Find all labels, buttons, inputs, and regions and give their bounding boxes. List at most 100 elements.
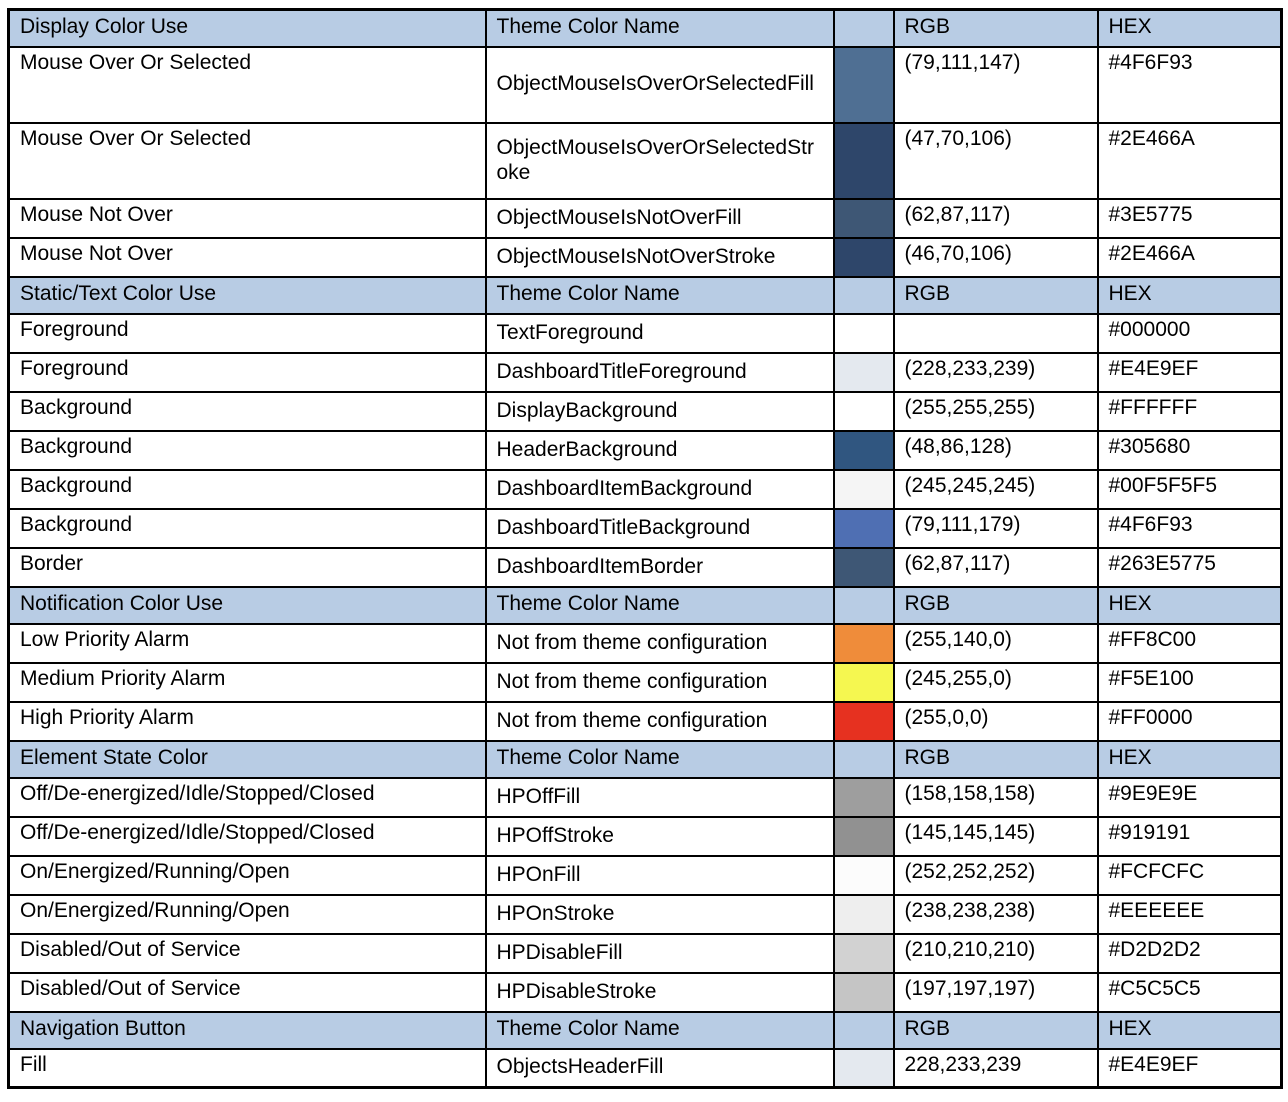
color-swatch: [832, 661, 895, 703]
color-use-cell: Mouse Not Over: [7, 236, 487, 278]
hex-value-cell: #D2D2D2: [1096, 932, 1283, 974]
color-swatch: [832, 121, 895, 200]
rgb-value-cell: (245,245,245): [892, 468, 1099, 510]
hex-value-cell: #F5E100: [1096, 661, 1283, 703]
hex-value-cell: #FFFFFF: [1096, 390, 1283, 432]
table-body: Display Color Use Theme Color Name RGB HEX M…: [7, 8, 1283, 1089]
color-use-cell: Low Priority Alarm: [7, 622, 487, 664]
theme-color-name-cell: HPDisableFill: [484, 932, 835, 974]
theme-color-name-header: Theme Color Name: [484, 1010, 835, 1050]
theme-color-name-cell: DashboardItemBorder: [484, 546, 835, 588]
hex-value-cell: #4F6F93: [1096, 507, 1283, 549]
theme-color-name-cell: ObjectsHeaderFill: [484, 1047, 835, 1089]
hex-value-cell: #2E466A: [1096, 236, 1283, 278]
rgb-value-cell: (62,87,117): [892, 197, 1099, 239]
hex-value-cell: #FF8C00: [1096, 622, 1283, 664]
section-title-cell: Display Color Use: [7, 8, 487, 48]
section-header-row: Notification Color Use Theme Color Name RG…: [7, 585, 1283, 625]
theme-color-name-cell: HeaderBackground: [484, 429, 835, 471]
hex-value-cell: #FF0000: [1096, 700, 1283, 742]
table-row: Background DashboardItemBackground (245,24…: [7, 468, 1283, 510]
table-row: Medium Priority Alarm Not from theme conf…: [7, 661, 1283, 703]
color-swatch: [832, 351, 895, 393]
hex-header: HEX: [1096, 1010, 1283, 1050]
theme-color-name-cell: TextForeground: [484, 312, 835, 354]
rgb-value-cell: (255,0,0): [892, 700, 1099, 742]
rgb-value-cell: (252,252,252): [892, 854, 1099, 896]
color-use-cell: Disabled/Out of Service: [7, 971, 487, 1013]
theme-color-name-cell: DisplayBackground: [484, 390, 835, 432]
hex-value-cell: #E4E9EF: [1096, 351, 1283, 393]
hex-header: HEX: [1096, 8, 1283, 48]
section-header-row: Static/Text Color Use Theme Color Name RGB…: [7, 275, 1283, 315]
rgb-value-cell: (47,70,106): [892, 121, 1099, 200]
color-swatch: [832, 468, 895, 510]
color-use-cell: Disabled/Out of Service: [7, 932, 487, 974]
rgb-header: RGB: [892, 585, 1099, 625]
table-row: Mouse Over Or Selected ObjectMouseIsOverO…: [7, 121, 1283, 200]
rgb-value-cell: (228,233,239): [892, 351, 1099, 393]
rgb-value-cell: (145,145,145): [892, 815, 1099, 857]
color-use-cell: Border: [7, 546, 487, 588]
table-row: Low Priority Alarm Not from theme configu…: [7, 622, 1283, 664]
color-use-cell: Foreground: [7, 351, 487, 393]
color-swatch: [832, 197, 895, 239]
rgb-value-cell: (79,111,179): [892, 507, 1099, 549]
theme-color-name-cell: DashboardItemBackground: [484, 468, 835, 510]
table-row: Disabled/Out of Service HPDisableFill (210…: [7, 932, 1283, 974]
swatch-header-cell: [832, 1010, 895, 1050]
hex-value-cell: #E4E9EF: [1096, 1047, 1283, 1089]
color-use-cell: Background: [7, 507, 487, 549]
table-row: Background HeaderBackground (48,86,128) #30…: [7, 429, 1283, 471]
hex-value-cell: #4F6F93: [1096, 45, 1283, 124]
rgb-value-cell: (255,140,0): [892, 622, 1099, 664]
table-row: Background DisplayBackground (255,255,255)…: [7, 390, 1283, 432]
color-use-cell: Off/De-energized/Idle/Stopped/Closed: [7, 776, 487, 818]
color-swatch: [832, 390, 895, 432]
table-row: Border DashboardItemBorder (62,87,117) #263…: [7, 546, 1283, 588]
color-use-cell: On/Energized/Running/Open: [7, 854, 487, 896]
rgb-value-cell: [892, 312, 1099, 354]
table-row: Mouse Not Over ObjectMouseIsNotOverFill (6…: [7, 197, 1283, 239]
color-swatch: [832, 429, 895, 471]
hex-value-cell: #305680: [1096, 429, 1283, 471]
hex-value-cell: #3E5775: [1096, 197, 1283, 239]
hex-value-cell: #2E466A: [1096, 121, 1283, 200]
hex-value-cell: #919191: [1096, 815, 1283, 857]
theme-color-name-cell: HPDisableStroke: [484, 971, 835, 1013]
table-row: Off/De-energized/Idle/Stopped/Closed HPOf…: [7, 815, 1283, 857]
rgb-value-cell: (197,197,197): [892, 971, 1099, 1013]
rgb-header: RGB: [892, 1010, 1099, 1050]
color-swatch: [832, 622, 895, 664]
color-swatch: [832, 776, 895, 818]
theme-color-name-cell: DashboardTitleForeground: [484, 351, 835, 393]
table-row: Background DashboardTitleBackground (79,11…: [7, 507, 1283, 549]
hex-value-cell: #C5C5C5: [1096, 971, 1283, 1013]
rgb-value-cell: (79,111,147): [892, 45, 1099, 124]
theme-color-name-cell: Not from theme configuration: [484, 700, 835, 742]
swatch-header-cell: [832, 275, 895, 315]
rgb-value-cell: (210,210,210): [892, 932, 1099, 974]
table-row: Foreground TextForeground #000000: [7, 312, 1283, 354]
theme-color-name-cell: ObjectMouseIsOverOrSelectedFill: [484, 45, 835, 124]
table-row: Mouse Over Or Selected ObjectMouseIsOverO…: [7, 45, 1283, 124]
section-header-row: Navigation Button Theme Color Name RGB HEX: [7, 1010, 1283, 1050]
table-row: Off/De-energized/Idle/Stopped/Closed HPOf…: [7, 776, 1283, 818]
color-swatch: [832, 45, 895, 124]
color-use-cell: On/Energized/Running/Open: [7, 893, 487, 935]
color-swatch: [832, 700, 895, 742]
color-swatch: [832, 236, 895, 278]
rgb-value-cell: (46,70,106): [892, 236, 1099, 278]
theme-color-name-header: Theme Color Name: [484, 739, 835, 779]
hex-value-cell: #9E9E9E: [1096, 776, 1283, 818]
theme-color-name-cell: HPOffFill: [484, 776, 835, 818]
color-use-cell: Foreground: [7, 312, 487, 354]
theme-color-name-cell: Not from theme configuration: [484, 661, 835, 703]
color-swatch: [832, 893, 895, 935]
theme-color-name-cell: ObjectMouseIsNotOverStroke: [484, 236, 835, 278]
rgb-value-cell: (48,86,128): [892, 429, 1099, 471]
color-use-cell: Background: [7, 468, 487, 510]
theme-color-name-cell: HPOnStroke: [484, 893, 835, 935]
rgb-header: RGB: [892, 8, 1099, 48]
theme-color-name-header: Theme Color Name: [484, 585, 835, 625]
